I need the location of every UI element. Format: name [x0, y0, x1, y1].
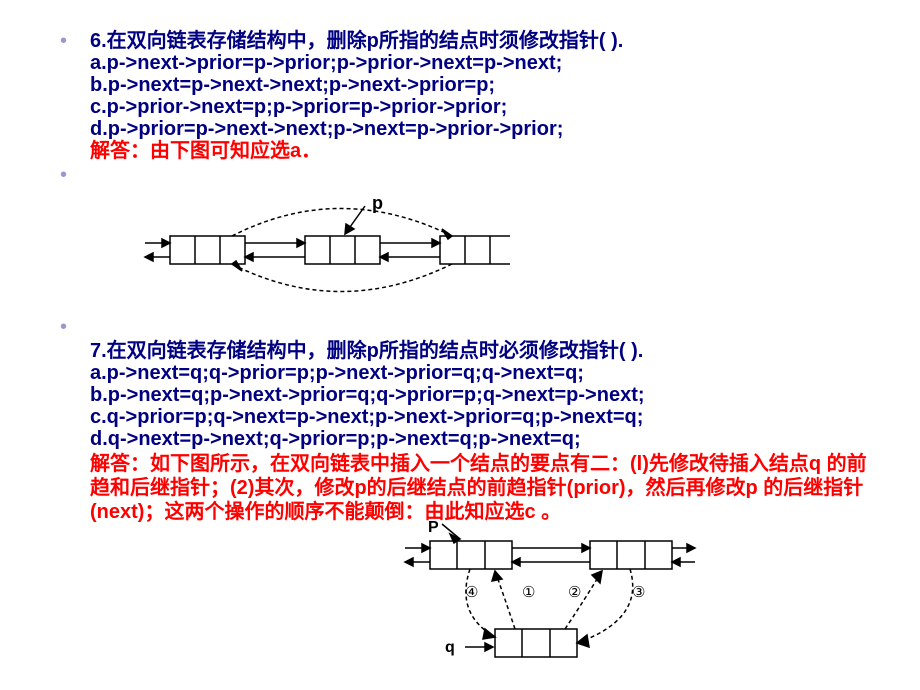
q7-stem: 7.在双向链表存储结构中，删除p所指的结点时必须修改指针( ).: [90, 340, 880, 362]
empty-bullet-1: •: [60, 164, 880, 186]
q6-opt-a: a.p->next->prior=p->prior;p->prior->next…: [90, 52, 623, 74]
bullet-dot: •: [60, 316, 90, 338]
circled-3: ③: [632, 584, 645, 601]
diagram-1: p: [140, 191, 880, 306]
q7-opt-d: d.q->next=p->next;q->prior=p;p->next=q;p…: [90, 428, 880, 450]
circled-2: ②: [568, 584, 581, 601]
q7-opt-b: b.p->next=q;p->next->prior=q;q->prior=p;…: [90, 384, 880, 406]
linked-list-insert-diagram: P q ① ② ③ ④: [370, 519, 710, 669]
bullet-dot: •: [60, 164, 90, 186]
q7-opt-c: c.q->prior=p;q->next=p->next;p->next->pr…: [90, 406, 880, 428]
p-label: p: [372, 193, 383, 213]
slide-content: • 6.在双向链表存储结构中，删除p所指的结点时须修改指针( ). a.p->n…: [0, 0, 920, 674]
q7-answer: 解答：如下图所示，在双向链表中插入一个结点的要点有二：(l)先修改待插入结点q …: [90, 452, 880, 524]
circled-1: ①: [522, 584, 535, 601]
q6-row: • 6.在双向链表存储结构中，删除p所指的结点时须修改指针( ). a.p->n…: [60, 30, 880, 162]
bullet-dot: •: [60, 30, 90, 52]
q6-answer: 解答：由下图可知应选a．: [90, 140, 623, 162]
q6-block: 6.在双向链表存储结构中，删除p所指的结点时须修改指针( ). a.p->nex…: [90, 30, 623, 162]
q6-opt-c: c.p->prior->next=p;p->prior=p->prior->pr…: [90, 96, 623, 118]
circled-4: ④: [465, 584, 478, 601]
diagram-2: P q ① ② ③ ④: [370, 519, 880, 674]
q7-block: 7.在双向链表存储结构中，删除p所指的结点时必须修改指针( ). a.p->ne…: [90, 340, 880, 450]
p-label-2: P: [428, 519, 439, 536]
q6-stem: 6.在双向链表存储结构中，删除p所指的结点时须修改指针( ).: [90, 30, 623, 52]
q6-opt-d: d.p->prior=p->next->next;p->next=p->prio…: [90, 118, 623, 140]
linked-list-delete-diagram: p: [140, 191, 510, 301]
q7-opt-a: a.p->next=q;q->prior=p;p->next->prior=q;…: [90, 362, 880, 384]
empty-bullet-2: •: [60, 316, 880, 338]
q6-opt-b: b.p->next=p->next->next;p->next->prior=p…: [90, 74, 623, 96]
q-label: q: [445, 639, 455, 656]
